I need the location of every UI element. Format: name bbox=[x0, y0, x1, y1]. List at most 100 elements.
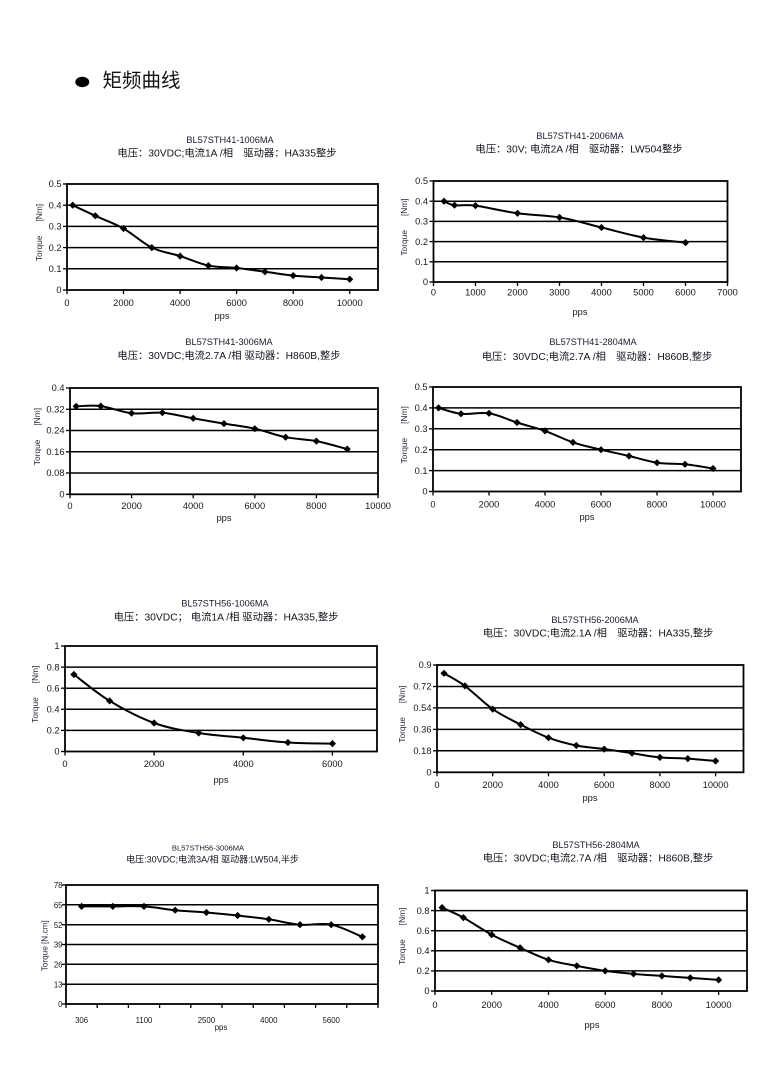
svg-text:0.4: 0.4 bbox=[49, 200, 62, 210]
svg-text:pps: pps bbox=[583, 793, 598, 803]
svg-text:Torque [Nm]: Torque [Nm] bbox=[34, 204, 44, 261]
svg-text:0.3: 0.3 bbox=[415, 217, 428, 227]
svg-text:0: 0 bbox=[434, 780, 439, 790]
svg-text:2000: 2000 bbox=[482, 780, 503, 790]
svg-text:pps: pps bbox=[215, 311, 230, 321]
svg-text:电压：30VDC;电流1A /相 驱动器：HA335整步: 电压：30VDC;电流1A /相 驱动器：HA335整步 bbox=[117, 147, 336, 160]
svg-text:pps: pps bbox=[573, 307, 588, 317]
svg-text:Torque [Nm]: Torque [Nm] bbox=[399, 406, 409, 463]
svg-text:pps: pps bbox=[217, 513, 232, 523]
svg-text:pps: pps bbox=[580, 512, 595, 522]
svg-text:BL57STH41-1006MA: BL57STH41-1006MA bbox=[186, 135, 274, 145]
svg-text:0: 0 bbox=[58, 1000, 63, 1009]
svg-text:13: 13 bbox=[54, 980, 63, 989]
svg-text:8000: 8000 bbox=[283, 298, 304, 308]
svg-text:0: 0 bbox=[426, 768, 431, 778]
svg-text:6000: 6000 bbox=[675, 288, 696, 298]
svg-text:Torque [Nm]: Torque [Nm] bbox=[397, 908, 407, 965]
svg-text:电压：30VDC； 电流1A /相 驱动器：HA335,整步: 电压：30VDC； 电流1A /相 驱动器：HA335,整步 bbox=[114, 611, 339, 624]
svg-text:2000: 2000 bbox=[481, 1000, 502, 1010]
svg-text:2500: 2500 bbox=[198, 1016, 216, 1025]
svg-text:矩频曲线: 矩频曲线 bbox=[103, 70, 181, 92]
svg-text:0.6: 0.6 bbox=[417, 926, 430, 936]
svg-text:0: 0 bbox=[54, 747, 59, 757]
svg-text:0.72: 0.72 bbox=[413, 682, 431, 692]
svg-text:电压:30VDC;电流3A/相 驱动器:LW504,半步: 电压:30VDC;电流3A/相 驱动器:LW504,半步 bbox=[126, 854, 299, 865]
svg-text:6000: 6000 bbox=[591, 500, 612, 510]
svg-text:电压：30VDC;电流2.7A /相 驱动器：H860B,整: 电压：30VDC;电流2.7A /相 驱动器：H860B,整步 bbox=[117, 349, 340, 362]
svg-text:1: 1 bbox=[424, 886, 429, 896]
svg-text:10000: 10000 bbox=[337, 298, 363, 308]
svg-text:Torque [Nm]: Torque [Nm] bbox=[399, 198, 409, 255]
svg-text:0.8: 0.8 bbox=[47, 662, 60, 672]
svg-text:8000: 8000 bbox=[652, 1000, 673, 1010]
svg-text:0: 0 bbox=[424, 986, 429, 996]
svg-text:BL57STH56-2804MA: BL57STH56-2804MA bbox=[552, 840, 640, 850]
svg-text:0.5: 0.5 bbox=[49, 179, 62, 189]
svg-text:Torque [Nm]: Torque [Nm] bbox=[30, 666, 40, 723]
svg-text:39: 39 bbox=[54, 941, 63, 950]
svg-text:1100: 1100 bbox=[136, 1016, 153, 1025]
svg-text:1: 1 bbox=[54, 641, 59, 651]
svg-text:10000: 10000 bbox=[703, 780, 729, 790]
svg-text:2000: 2000 bbox=[113, 298, 134, 308]
svg-text:0.16: 0.16 bbox=[46, 447, 64, 457]
svg-text:10000: 10000 bbox=[365, 501, 391, 511]
svg-text:0: 0 bbox=[56, 285, 61, 295]
svg-text:4000: 4000 bbox=[538, 780, 559, 790]
svg-text:4000: 4000 bbox=[233, 759, 254, 769]
svg-text:10000: 10000 bbox=[700, 500, 726, 510]
svg-text:6000: 6000 bbox=[322, 759, 343, 769]
svg-text:电压：30V; 电流2A /相 驱动器：LW504整步: 电压：30V; 电流2A /相 驱动器：LW504整步 bbox=[475, 143, 682, 156]
svg-text:0.2: 0.2 bbox=[47, 726, 60, 736]
svg-text:Torque [Nm]: Torque [Nm] bbox=[397, 685, 407, 742]
svg-text:10000: 10000 bbox=[706, 1000, 732, 1010]
svg-text:4000: 4000 bbox=[535, 500, 556, 510]
svg-text:pps: pps bbox=[585, 1020, 600, 1030]
svg-text:0.08: 0.08 bbox=[46, 468, 64, 478]
svg-text:3000: 3000 bbox=[549, 288, 570, 298]
svg-text:0: 0 bbox=[62, 759, 67, 769]
svg-text:6000: 6000 bbox=[244, 501, 265, 511]
svg-text:306: 306 bbox=[75, 1016, 88, 1025]
svg-text:4000: 4000 bbox=[538, 1000, 559, 1010]
svg-text:5000: 5000 bbox=[633, 288, 654, 298]
svg-text:26: 26 bbox=[54, 961, 63, 970]
svg-text:0: 0 bbox=[64, 298, 69, 308]
svg-text:4000: 4000 bbox=[260, 1016, 278, 1025]
svg-text:0.54: 0.54 bbox=[413, 703, 431, 713]
svg-text:BL57STH56-3006MA: BL57STH56-3006MA bbox=[172, 844, 245, 853]
svg-text:52: 52 bbox=[54, 921, 63, 930]
svg-text:0.9: 0.9 bbox=[419, 660, 432, 670]
svg-text:8000: 8000 bbox=[306, 501, 327, 511]
svg-text:2000: 2000 bbox=[507, 288, 528, 298]
svg-text:BL57STH41-2804MA: BL57STH41-2804MA bbox=[549, 337, 637, 347]
svg-text:0.1: 0.1 bbox=[415, 257, 428, 267]
svg-text:6000: 6000 bbox=[226, 298, 247, 308]
svg-text:0.3: 0.3 bbox=[49, 222, 62, 232]
svg-text:BL57STH56-1006MA: BL57STH56-1006MA bbox=[181, 599, 269, 609]
svg-text:0.2: 0.2 bbox=[417, 966, 430, 976]
svg-text:0: 0 bbox=[423, 277, 428, 287]
svg-text:0.4: 0.4 bbox=[47, 705, 60, 715]
svg-text:电压：30VDC;电流2.7A /相 驱动器：H860B,整: 电压：30VDC;电流2.7A /相 驱动器：H860B,整步 bbox=[483, 852, 714, 865]
svg-text:4000: 4000 bbox=[591, 288, 612, 298]
svg-text:0.6: 0.6 bbox=[47, 683, 60, 693]
svg-text:0.18: 0.18 bbox=[413, 746, 431, 756]
svg-text:0.5: 0.5 bbox=[415, 382, 428, 392]
svg-text:2000: 2000 bbox=[144, 759, 165, 769]
svg-text:电压：30VDC;电流2.7A /相 驱动器：H860B,整: 电压：30VDC;电流2.7A /相 驱动器：H860B,整步 bbox=[482, 350, 713, 363]
svg-text:0.4: 0.4 bbox=[417, 946, 430, 956]
svg-text:BL57STH41-3006MA: BL57STH41-3006MA bbox=[185, 337, 273, 347]
svg-text:0.1: 0.1 bbox=[49, 264, 62, 274]
svg-text:0: 0 bbox=[431, 288, 436, 298]
svg-text:0: 0 bbox=[432, 1000, 437, 1010]
svg-text:0.32: 0.32 bbox=[46, 405, 64, 415]
svg-text:8000: 8000 bbox=[650, 780, 671, 790]
svg-text:BL57STH56-2006MA: BL57STH56-2006MA bbox=[551, 615, 639, 625]
svg-text:0.3: 0.3 bbox=[415, 424, 428, 434]
svg-text:2000: 2000 bbox=[121, 501, 142, 511]
svg-text:0: 0 bbox=[430, 500, 435, 510]
svg-text:4000: 4000 bbox=[183, 501, 204, 511]
svg-text:pps: pps bbox=[214, 775, 229, 785]
